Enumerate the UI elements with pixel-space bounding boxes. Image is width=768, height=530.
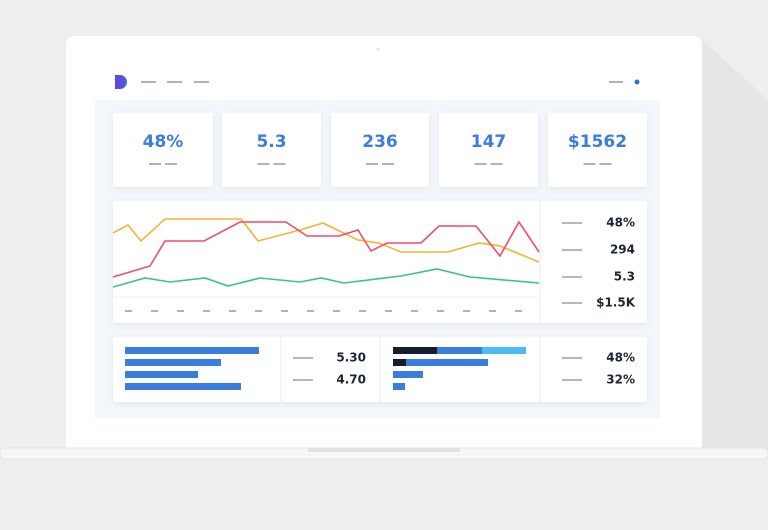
value-label: 294 bbox=[610, 243, 635, 257]
kpi-card bbox=[222, 113, 321, 187]
value-label: 48% bbox=[606, 216, 635, 230]
laptop-notch bbox=[308, 448, 460, 452]
status-dot bbox=[634, 79, 640, 85]
line-orange bbox=[112, 218, 540, 263]
kpi-card bbox=[548, 113, 647, 187]
kpi-value: 147 bbox=[471, 132, 507, 152]
value-label: 5.30 bbox=[336, 351, 366, 365]
line-green bbox=[112, 268, 540, 288]
value-label: 48% bbox=[606, 351, 635, 365]
value-label: 4.70 bbox=[336, 373, 366, 387]
value-labels: 48% 294 5.3 $1.5K 5.30 4.70 48% 32% bbox=[293, 216, 636, 387]
kpi-value: $1562 bbox=[568, 132, 627, 152]
value-label: $1.5K bbox=[596, 296, 636, 310]
bars bbox=[125, 347, 259, 390]
kpi-value: 5.3 bbox=[256, 132, 286, 152]
kpi-row: 48% 5.3 236 147 $1562 bbox=[113, 113, 647, 187]
value-label: 32% bbox=[606, 373, 635, 387]
stacked-bars bbox=[393, 347, 526, 390]
shadow bbox=[702, 40, 768, 458]
kpi-value: 48% bbox=[143, 132, 184, 152]
line-red bbox=[112, 220, 540, 278]
kpi-card bbox=[113, 113, 213, 187]
value-label: 5.3 bbox=[614, 270, 635, 284]
camera bbox=[376, 47, 380, 51]
kpi-card bbox=[439, 113, 538, 187]
logo-accent bbox=[115, 75, 125, 89]
kpi-card bbox=[331, 113, 429, 187]
kpi-value: 236 bbox=[362, 132, 398, 152]
dividers bbox=[280, 337, 541, 402]
chart-card bbox=[113, 201, 647, 323]
